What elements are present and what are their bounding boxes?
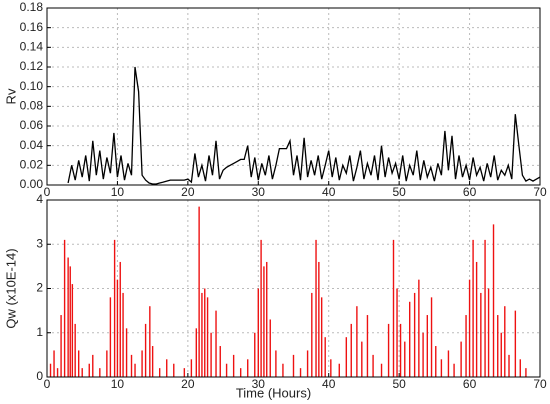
x-tick-label: 40 bbox=[322, 377, 336, 391]
y-tick-label: 0.10 bbox=[20, 79, 44, 93]
x-axis-label: Time (Hours) bbox=[236, 385, 311, 400]
x-tick-label: 60 bbox=[463, 377, 477, 391]
x-tick-label: 0 bbox=[44, 185, 51, 199]
y-tick-label: 0.18 bbox=[20, 0, 44, 14]
y-tick-label: 0.04 bbox=[20, 138, 44, 152]
y-tick-label: 0.02 bbox=[20, 158, 44, 172]
x-tick-label: 20 bbox=[181, 185, 195, 199]
plot-frame bbox=[46, 199, 541, 378]
y-tick-label: 0.00 bbox=[20, 177, 44, 191]
y-axis-label: Qw (x10E-14) bbox=[3, 248, 18, 328]
x-tick-label: 40 bbox=[322, 185, 336, 199]
x-tick-label: 70 bbox=[533, 377, 547, 391]
x-tick-label: 30 bbox=[252, 185, 266, 199]
x-tick-label: 60 bbox=[463, 185, 477, 199]
y-tick-label: 0.16 bbox=[20, 20, 44, 34]
y-axis-label: Rv bbox=[3, 88, 18, 104]
y-tick-label: 0.08 bbox=[20, 99, 44, 113]
x-tick-label: 30 bbox=[252, 377, 266, 391]
x-tick-label: 50 bbox=[392, 377, 406, 391]
series-line bbox=[67, 66, 541, 185]
x-tick-label: 50 bbox=[392, 185, 406, 199]
y-tick-label: 1 bbox=[36, 325, 43, 339]
x-tick-label: 20 bbox=[181, 377, 195, 391]
y-tick-label: 2 bbox=[36, 281, 43, 295]
y-tick-label: 0 bbox=[36, 369, 43, 383]
x-tick-label: 10 bbox=[111, 185, 125, 199]
plot-frame bbox=[46, 7, 541, 186]
x-tick-label: 10 bbox=[111, 377, 125, 391]
y-tick-label: 3 bbox=[36, 236, 43, 250]
x-tick-label: 70 bbox=[533, 185, 547, 199]
y-tick-label: 0.14 bbox=[20, 40, 44, 54]
y-tick-label: 0.06 bbox=[20, 118, 44, 132]
x-tick-label: 0 bbox=[44, 377, 51, 391]
y-tick-label: 4 bbox=[36, 192, 43, 206]
y-tick-label: 0.12 bbox=[20, 59, 44, 73]
